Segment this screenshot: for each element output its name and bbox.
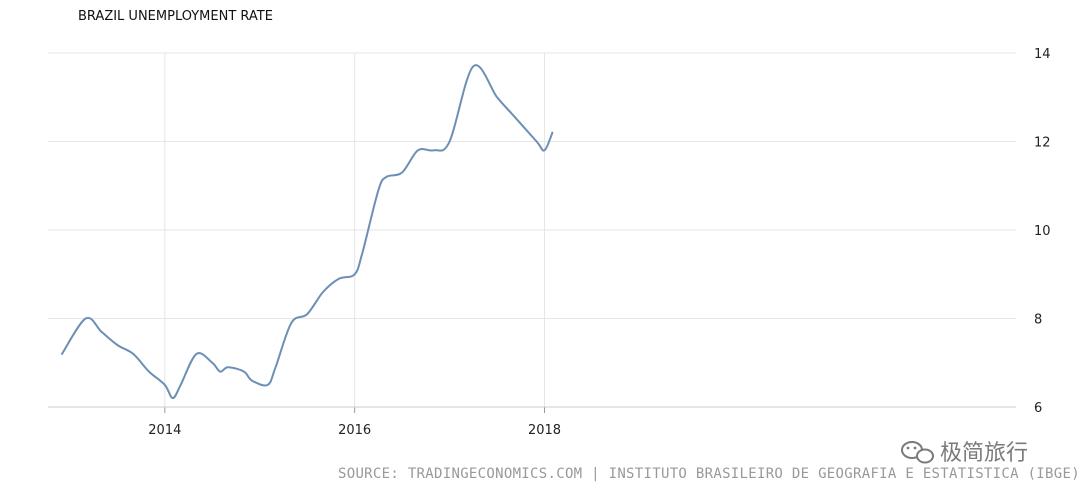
x-tick-label: 2016	[338, 423, 371, 438]
source-note: SOURCE: TRADINGECONOMICS.COM | INSTITUTO…	[338, 466, 1080, 482]
watermark-text: 极简旅行	[940, 441, 1028, 466]
chart-title: BRAZIL UNEMPLOYMENT RATE	[78, 9, 273, 24]
wechat-icon	[901, 441, 934, 464]
watermark: 极简旅行	[901, 441, 1028, 466]
gridlines	[48, 52, 1016, 408]
y-tick-label: 14	[1034, 47, 1051, 62]
series-line	[61, 64, 554, 400]
x-tick-label: 2014	[148, 423, 181, 438]
axes	[48, 406, 1016, 413]
y-tick-label: 6	[1034, 401, 1042, 416]
series-layer	[61, 64, 554, 400]
x-tick-label: 2018	[528, 423, 561, 438]
tick-labels: 6 8 10 12 14 2014 2016 2018	[148, 47, 1050, 438]
y-tick-label: 8	[1034, 313, 1042, 328]
y-tick-label: 12	[1034, 136, 1051, 151]
y-tick-label: 10	[1034, 224, 1051, 239]
